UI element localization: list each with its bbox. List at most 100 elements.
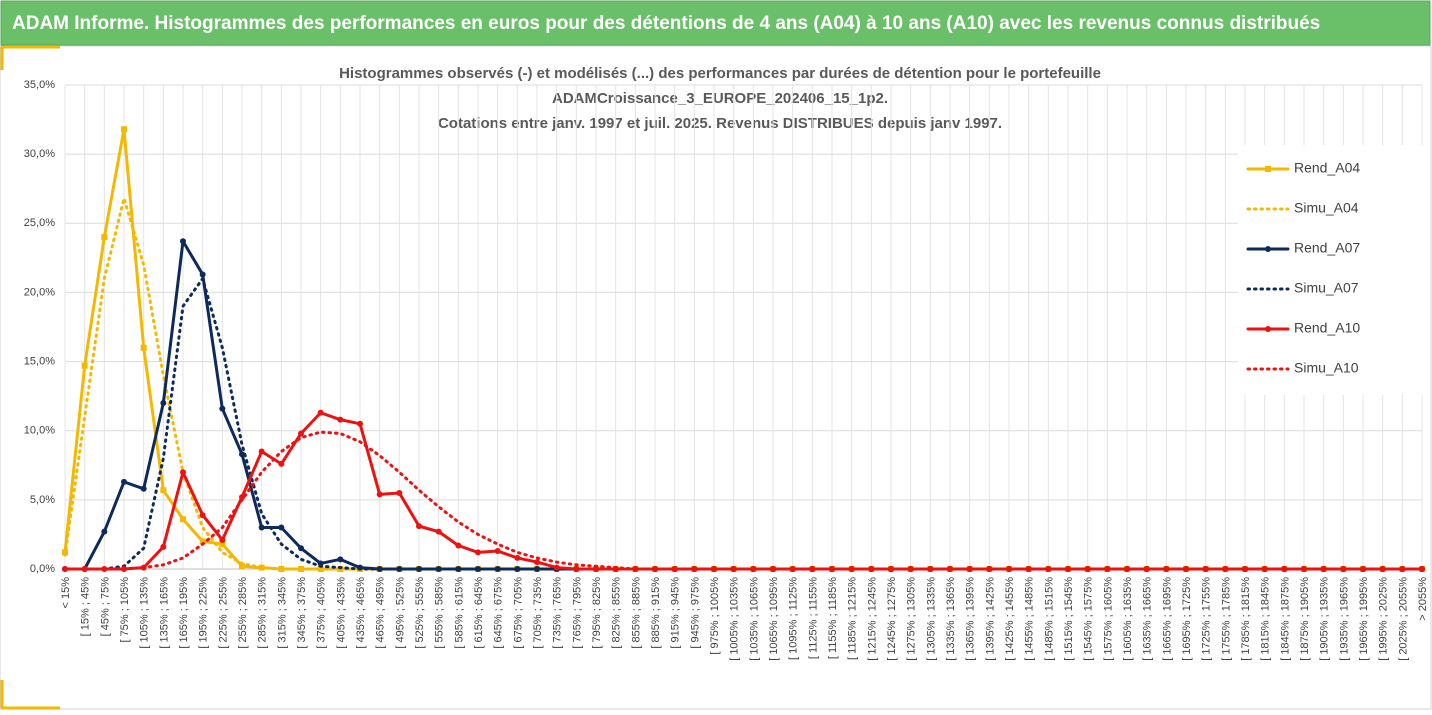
x-tick-label: [ 855% ; 885% [630, 577, 642, 649]
point-marker [888, 566, 894, 572]
legend-marker [1265, 326, 1271, 332]
x-tick-label: [ 225% ; 255% [217, 577, 229, 649]
point-marker [180, 516, 186, 523]
x-tick-label: [ 1515% ; 1545% [1063, 577, 1075, 661]
point-marker [514, 554, 521, 561]
x-tick-label: [ 525% ; 555% [414, 577, 426, 649]
point-marker [455, 542, 462, 549]
point-marker [435, 528, 442, 535]
x-tick-label: [ 195% ; 225% [198, 577, 210, 649]
x-tick-label: [ 1965% ; 1995% [1358, 577, 1370, 661]
point-marker [317, 409, 324, 416]
x-tick-label: [ 1845% ; 1875% [1279, 577, 1291, 661]
x-tick-label: [ 555% ; 585% [434, 577, 446, 649]
y-tick-label: 20,0% [24, 286, 55, 298]
point-marker [239, 451, 245, 458]
point-marker [986, 566, 993, 572]
x-tick-label: [ 1215% ; 1245% [866, 577, 878, 661]
chart-title: Histogrammes observés (-) et modélisés (… [339, 65, 1101, 82]
x-tick-label: [ 1005% ; 1035% [729, 577, 741, 661]
x-tick-label: [ 1725% ; 1755% [1201, 577, 1213, 661]
x-tick-label: [ 345% ; 375% [296, 577, 308, 649]
x-tick-label: [ 1935% ; 1965% [1338, 577, 1350, 661]
x-tick-label: [ 1335% ; 1365% [945, 577, 957, 661]
point-marker [553, 564, 560, 571]
point-marker [907, 566, 914, 572]
x-tick-label: [ 375% ; 405% [316, 577, 328, 649]
x-tick-label: [ 1995% ; 2025% [1378, 577, 1390, 661]
point-marker [121, 126, 127, 133]
x-tick-label: [ 45% ; 75% [99, 577, 111, 637]
point-marker [396, 489, 403, 496]
point-marker [219, 536, 226, 543]
x-tick-label: [ 615% ; 645% [473, 577, 485, 649]
point-marker [160, 543, 167, 550]
legend-label: Rend_A07 [1294, 240, 1360, 256]
x-tick-label: [ 915% ; 945% [670, 577, 682, 649]
point-marker [848, 566, 855, 572]
y-tick-label: 10,0% [24, 425, 55, 437]
x-tick-label: [ 1545% ; 1575% [1083, 577, 1095, 661]
x-tick-label: [ 735% ; 765% [552, 577, 564, 649]
point-marker [81, 362, 88, 369]
point-marker [121, 478, 127, 485]
point-marker [140, 485, 147, 492]
x-tick-label: [ 975% ; 1005% [709, 577, 721, 655]
x-tick-label: [ 885% ; 915% [650, 577, 662, 649]
x-tick-label: [ 1365% ; 1395% [965, 577, 977, 661]
x-tick-label: [ 1485% ; 1515% [1043, 577, 1055, 661]
chart-title: ADAMCroissance_3_EUROPE_202406_15_1p2. [552, 90, 888, 107]
x-tick-label: [ 825% ; 855% [611, 577, 623, 649]
point-marker [180, 469, 186, 476]
x-tick-label: [ 1605% ; 1635% [1122, 577, 1134, 661]
x-tick-label: [ 2025% ; 2055% [1397, 577, 1409, 661]
point-marker [219, 405, 226, 412]
x-tick-label: [ 255% ; 285% [237, 577, 249, 649]
x-tick-label: [ 1245% ; 1275% [886, 577, 898, 661]
x-tick-label: < 15% [60, 577, 72, 609]
point-marker [180, 238, 186, 245]
point-marker [1065, 566, 1071, 572]
x-tick-label: [ 465% ; 495% [375, 577, 387, 649]
point-marker [416, 523, 422, 530]
x-tick-label: [ 1755% ; 1785% [1220, 577, 1232, 661]
point-marker [278, 524, 285, 531]
point-marker [376, 491, 383, 498]
legend-label: Simu_A07 [1294, 280, 1359, 296]
x-tick-label: [ 765% ; 795% [571, 577, 583, 649]
x-tick-label: [ 105% ; 135% [139, 577, 151, 649]
x-tick-label: [ 1875% ; 1905% [1299, 577, 1311, 661]
y-tick-label: 30,0% [24, 148, 55, 160]
x-tick-label: [ 15% ; 45% [80, 577, 92, 637]
point-marker [1045, 566, 1052, 572]
point-marker [966, 566, 973, 572]
x-tick-label: [ 1095% ; 1125% [788, 577, 800, 660]
x-tick-label: [ 1665% ; 1695% [1161, 577, 1173, 661]
point-marker [101, 528, 108, 535]
point-marker [298, 430, 304, 437]
x-tick-label: > 2055% [1417, 577, 1429, 621]
point-marker [1006, 566, 1012, 572]
x-tick-label: [ 1635% ; 1665% [1142, 577, 1154, 661]
point-marker [160, 400, 167, 407]
legend-marker [1265, 166, 1271, 172]
point-marker [278, 460, 285, 467]
chart-title: Cotations entre janv. 1997 et juil. 2025… [438, 115, 1002, 132]
legend-label: Rend_A04 [1294, 160, 1360, 176]
x-tick-label: [ 1155% ; 1185% [827, 577, 839, 659]
legend-marker [1265, 246, 1271, 252]
x-tick-label: [ 1785% ; 1815% [1240, 577, 1252, 661]
point-marker [357, 420, 363, 427]
point-marker [534, 559, 540, 566]
x-tick-label: [ 435% ; 465% [355, 577, 367, 649]
legend-label: Simu_A10 [1294, 360, 1359, 376]
x-tick-label: [ 495% ; 525% [394, 577, 406, 649]
x-tick-label: [ 1275% ; 1305% [906, 577, 918, 661]
x-tick-label: [ 1425% ; 1455% [1004, 577, 1016, 661]
point-marker [258, 524, 265, 531]
header-title: ADAM Informe. Histogrammes des performan… [12, 13, 1320, 34]
x-tick-label: [ 405% ; 435% [335, 577, 347, 649]
point-marker [239, 563, 245, 570]
